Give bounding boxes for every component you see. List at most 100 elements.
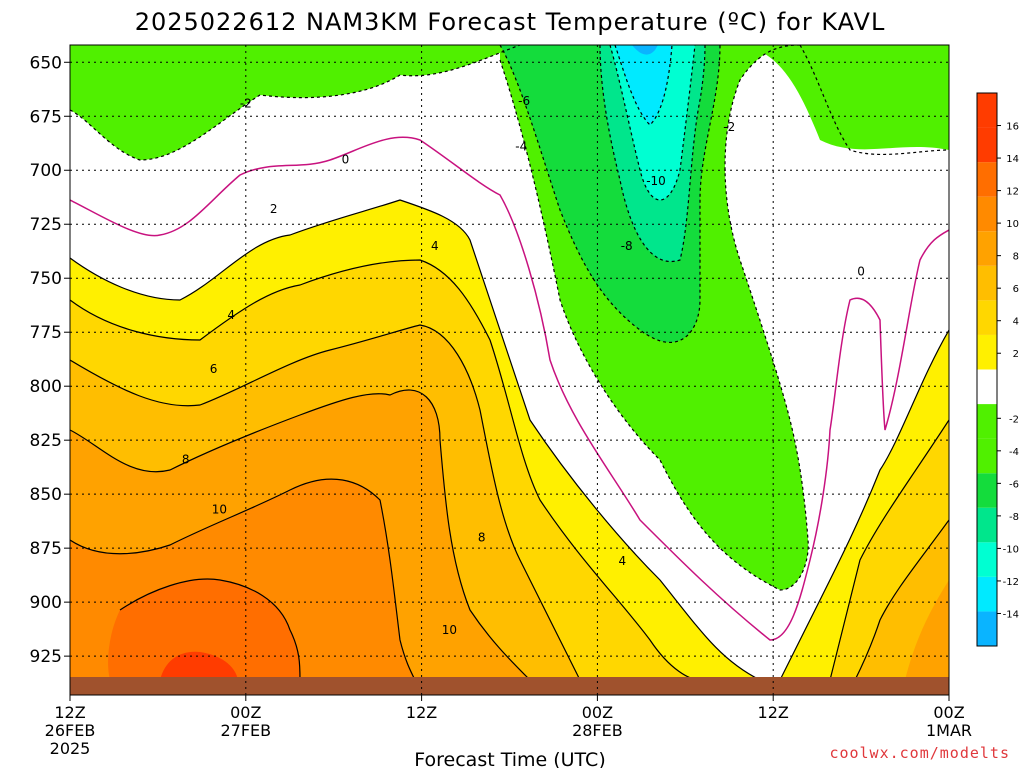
contour-line-8: [70, 389, 531, 681]
contour-label: -8: [621, 239, 633, 253]
colorbar-tick-label: 12: [1006, 187, 1019, 198]
contour-line-neg8: [609, 45, 696, 201]
x-tick-label: 00Z: [933, 703, 964, 722]
contour-label: 8: [182, 453, 190, 467]
colorbar-swatch: [977, 438, 997, 474]
contour-label: 2: [270, 202, 278, 216]
contour-labels: -2 0 2 4 4 6 8 10 8 10 4 -6 -4 -10 -8 -2 0: [182, 94, 865, 637]
chart-title: 2025022612 NAM3KM Forecast Temperature (…: [135, 8, 886, 36]
contour-label: -4: [515, 139, 527, 153]
contour-line-neg2-right: [799, 45, 949, 156]
contour-line-neg6: [599, 45, 706, 263]
contour-line-neg4: [499, 45, 721, 343]
colorbar-tick-label: -14: [1003, 609, 1019, 620]
contour-line-neg2: [70, 45, 521, 161]
colorbar: -14 -12 -10 -8 -6 -4 -2 2 4 6 8 10 12 14 16: [976, 92, 1019, 647]
plot-frame: [69, 44, 950, 696]
plot-area: [70, 45, 949, 695]
contour-line-10: [70, 478, 416, 681]
contour-line-6: [70, 324, 581, 681]
colorbar-tick-label: 14: [1006, 154, 1019, 165]
x-tick-label: 1MAR: [926, 721, 972, 740]
band-deep-orange: [108, 579, 300, 680]
contour-label: 4: [227, 308, 235, 322]
colorbar-swatch: [977, 611, 997, 646]
band-light-blue: [632, 45, 658, 55]
band-cyan: [615, 45, 672, 125]
contour-line-12: [119, 578, 301, 681]
y-tick-label: 725: [30, 215, 62, 235]
contour-line-2: [70, 199, 761, 681]
y-tick-label: 800: [30, 377, 62, 397]
contour-label: -10: [646, 174, 666, 188]
contour-label: 4: [618, 554, 626, 568]
contour-label: -6: [518, 94, 530, 108]
colorbar-tick-label: 8: [1013, 252, 1019, 263]
band-light-green: [70, 45, 949, 160]
colorbar-tick-label: -10: [1003, 544, 1019, 555]
colorbar-swatch: [977, 576, 997, 612]
y-tick-label: 925: [30, 647, 62, 667]
colorbar-swatch: [977, 404, 997, 439]
contour-line-neg10: [614, 45, 673, 126]
x-tick-label: 28FEB: [572, 721, 623, 740]
ground-surface: [70, 677, 949, 695]
contour-label: 0: [342, 152, 350, 166]
colorbar-swatch: [977, 473, 997, 508]
x-tick-label: 12Z: [758, 703, 789, 722]
colorbar-swatch: [977, 231, 997, 266]
colorbar-swatch: [977, 300, 997, 335]
x-tick-label: 27FEB: [220, 721, 271, 740]
x-tick-label: 12Z: [54, 703, 85, 722]
contour-line-4: [70, 259, 701, 681]
y-tick-label: 700: [30, 161, 62, 181]
x-axis-label: Forecast Time (UTC): [414, 749, 605, 768]
colorbar-swatch: [977, 507, 997, 543]
colorbar-tick-label: -4: [1009, 447, 1019, 458]
colorbar-tick-label: 4: [1013, 317, 1019, 328]
colorbar-tick-label: -8: [1009, 512, 1019, 523]
colorbar-swatch: [977, 265, 997, 301]
colorbar-tick-label: -6: [1009, 479, 1019, 490]
contour-line-zero: [70, 136, 949, 641]
contour-line-trough-neg2: [499, 45, 809, 591]
contour-label: 4: [431, 239, 439, 253]
contour-line-8-right: [854, 519, 949, 681]
y-tick-label: 750: [30, 269, 62, 289]
colorbar-frame: [976, 92, 998, 647]
contour-label: -2: [240, 96, 252, 110]
credit-text: coolwx.com/modelts: [829, 744, 1010, 762]
colorbar-swatch: [977, 93, 997, 128]
y-tick-label: 875: [30, 539, 62, 559]
y-tick-label: 775: [30, 323, 62, 343]
colorbar-tick-label: 10: [1006, 219, 1019, 230]
contour-label: 0: [857, 265, 865, 279]
band-orange-right: [905, 580, 949, 680]
colorbar-swatch: [977, 162, 997, 197]
colorbar-swatch: [977, 127, 997, 163]
y-axis: 650 675 700 725 750 775 800 825 850 875 900 925: [30, 53, 70, 667]
colorbar-tick-label: 2: [1013, 349, 1019, 360]
y-tick-label: 650: [30, 53, 62, 73]
colorbar-swatch: [977, 334, 997, 370]
band-red-orange: [160, 651, 238, 680]
y-tick-label: 825: [30, 431, 62, 451]
colorbar-swatch: [977, 369, 997, 405]
colorbar-tick-label: -12: [1003, 577, 1019, 588]
colorbar-tick-label: 6: [1013, 284, 1019, 295]
x-tick-label: 00Z: [230, 703, 261, 722]
contour-label: -2: [723, 120, 735, 134]
y-tick-label: 900: [30, 593, 62, 613]
y-tick-label: 675: [30, 107, 62, 127]
colorbar-swatch: [977, 542, 997, 577]
x-tick-label: 12Z: [406, 703, 437, 722]
colorbar-tick-label: -2: [1009, 414, 1019, 425]
colorbar-swatch: [977, 196, 997, 232]
contour-label: 8: [478, 530, 486, 544]
x-tick-label: 00Z: [582, 703, 613, 722]
colorbar-tick-label: 16: [1006, 122, 1019, 133]
contour-label: 10: [442, 623, 457, 637]
contour-lines: [70, 45, 949, 681]
